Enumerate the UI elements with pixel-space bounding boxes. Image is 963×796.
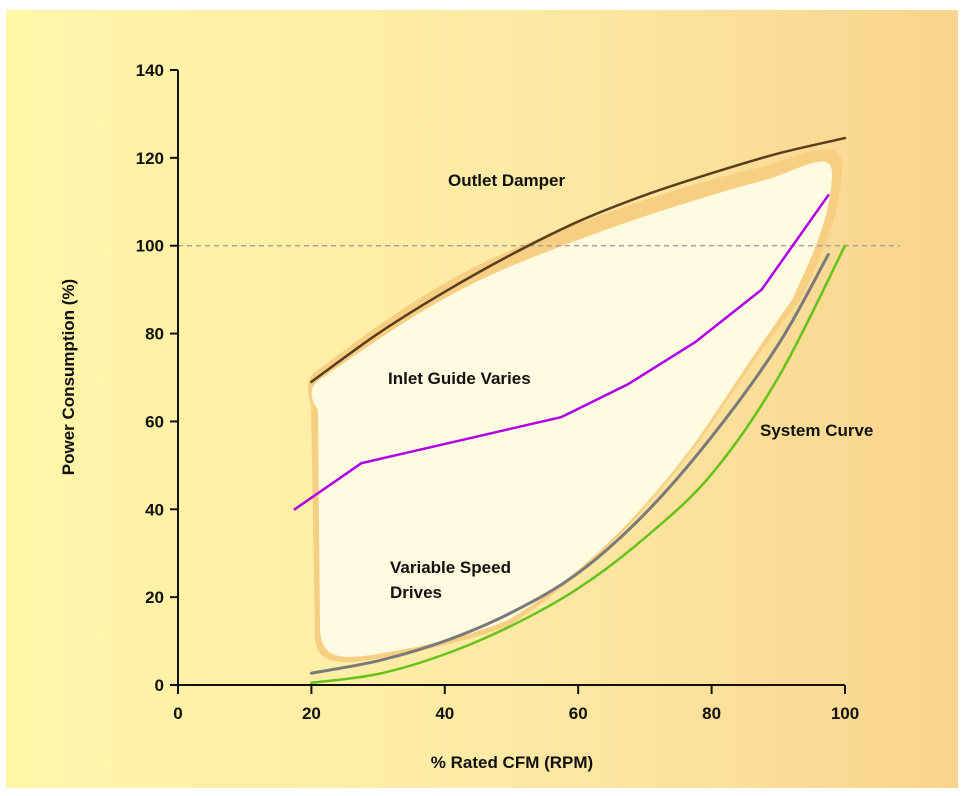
x-axis: 0 20 40 60 80 100 [173,684,859,723]
x-tick-label: 0 [173,704,182,723]
x-axis-title: % Rated CFM (RPM) [431,753,593,772]
y-tick-label: 20 [145,588,164,607]
x-tick-label: 40 [435,704,454,723]
x-tick-label: 80 [702,704,721,723]
y-tick-label: 100 [136,237,164,256]
y-tick-label: 80 [145,325,164,344]
annotation-variable-speed: Variable Speed [390,558,511,577]
y-tick-label: 0 [155,676,164,695]
annotation-drives: Drives [390,583,442,602]
y-axis: 0 20 40 60 80 100 120 140 [136,61,179,695]
y-tick-label: 120 [136,149,164,168]
y-tick-label: 140 [136,61,164,80]
y-tick-label: 60 [145,412,164,431]
annotation-outlet-damper: Outlet Damper [448,171,566,190]
annotation-inlet-guide-varies: Inlet Guide Varies [388,369,531,388]
y-axis-title: Power Consumption (%) [59,279,78,475]
series-inlet-guide-varies [293,193,830,511]
x-tick-label: 60 [569,704,588,723]
savings-region [311,161,833,657]
series-layer [293,136,847,685]
series-outlet-damper [310,136,847,384]
annotation-system-curve: System Curve [760,421,873,440]
x-tick-label: 20 [302,704,321,723]
x-tick-label: 100 [831,704,859,723]
series-variable-speed-drives [309,253,830,675]
y-tick-label: 40 [145,500,164,519]
series-system-curve [310,244,847,685]
